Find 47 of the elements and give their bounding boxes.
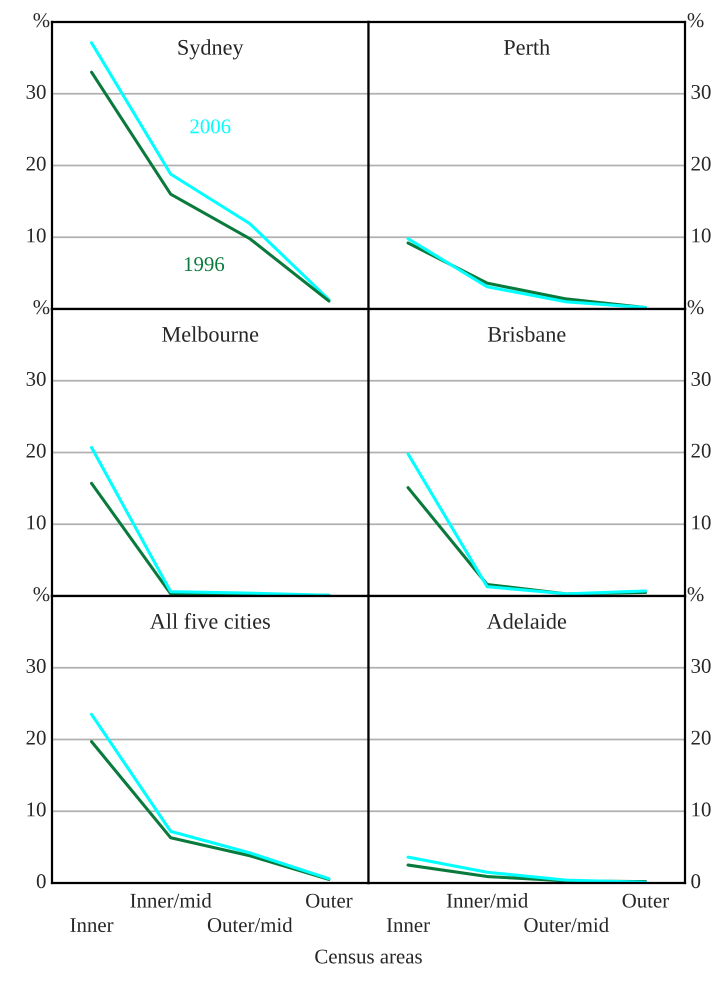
y-tick-label: 10 — [692, 228, 711, 242]
y-tick-label: 0 — [691, 874, 700, 888]
y-tick-label: 30 — [692, 84, 711, 99]
y-tick-label: 0 — [36, 874, 46, 888]
y-tick-label: 20 — [691, 444, 711, 458]
y-tick-label: 30 — [692, 658, 711, 673]
y-tick-label: 30 — [26, 372, 46, 386]
text: Brisbane — [488, 326, 566, 342]
y-tick-label: 30 — [26, 658, 46, 673]
y-tick-label: 20 — [691, 730, 711, 745]
y-axis-title: % — [33, 13, 50, 28]
y-tick-label: 20 — [691, 156, 711, 171]
line-series — [406, 452, 647, 596]
y-tick-label: 10 — [692, 802, 711, 816]
line-series — [406, 856, 647, 883]
x-tick-label: Inner/mid — [446, 893, 528, 908]
y-tick-label: 30 — [692, 372, 711, 386]
series-label: 1996 — [184, 257, 224, 272]
y-tick-label: 20 — [26, 156, 46, 171]
y-tick-label: 20 — [26, 444, 46, 458]
y-axis-title: % — [688, 587, 704, 602]
x-tick-label: Outer — [306, 894, 352, 908]
y-tick-label: 10 — [27, 228, 46, 242]
text: Melbourne — [162, 326, 258, 342]
y-tick-label: 20 — [26, 730, 46, 745]
line-series — [90, 446, 330, 596]
x-tick-label: Outer/mid — [208, 917, 292, 932]
text: Perth — [504, 39, 550, 55]
y-axis-title: % — [688, 13, 704, 28]
y-tick-label: 10 — [692, 515, 711, 530]
text: Adelaide — [486, 613, 566, 629]
y-axis-title: % — [33, 300, 50, 314]
y-axis-title: % — [688, 300, 704, 314]
x-tick-label: Outer — [622, 894, 669, 908]
x-axis-title: Census areas — [315, 950, 422, 964]
text: All five cities — [150, 612, 270, 629]
x-tick-label: Inner — [386, 918, 430, 932]
x-tick-label: Outer/mid — [524, 917, 609, 932]
x-tick-label: Inner — [70, 918, 114, 932]
y-tick-label: 10 — [27, 802, 46, 816]
y-tick-label: 10 — [27, 515, 46, 530]
text: Sydney — [178, 39, 244, 60]
line-series — [90, 712, 330, 880]
y-axis-title: % — [33, 587, 50, 602]
x-tick-label: Inner/mid — [130, 893, 212, 908]
y-tick-label: 30 — [26, 84, 46, 99]
series-label: 2006 — [190, 119, 230, 134]
